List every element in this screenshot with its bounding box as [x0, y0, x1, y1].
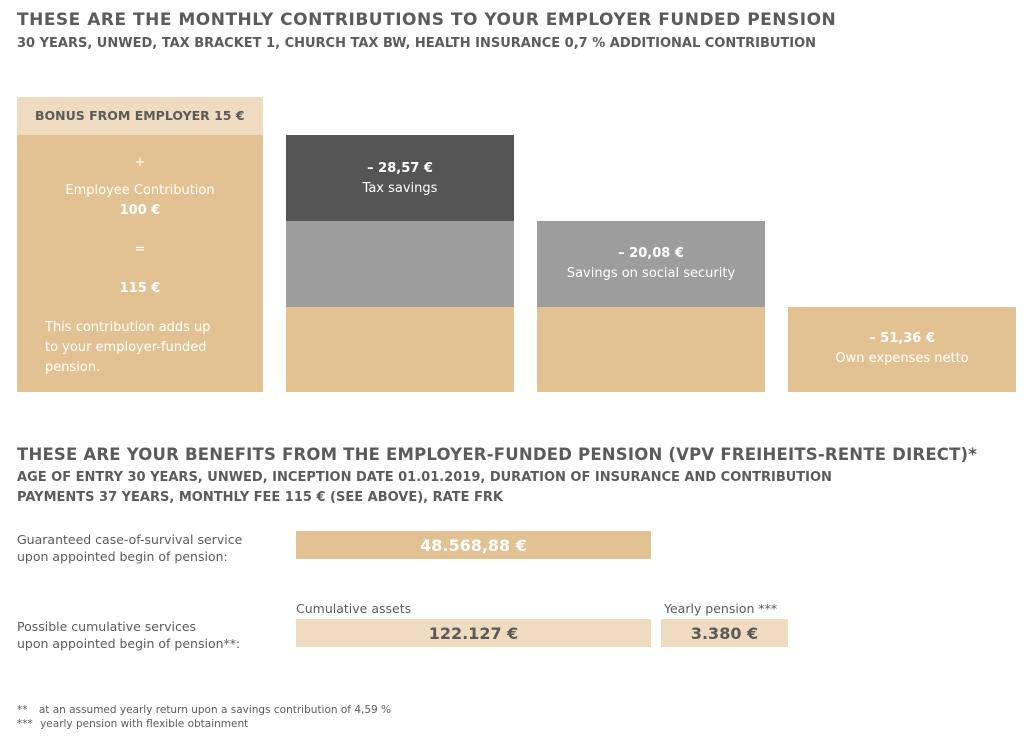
footnote-2-mark: ***	[17, 718, 33, 730]
description-line-3: pension.	[45, 360, 101, 375]
bar-tax-savings-segment: – 28,57 € Tax savings	[286, 135, 514, 221]
bar-social-security-segment: – 20,08 € Savings on social security	[537, 221, 765, 307]
benefits-title: THESE ARE YOUR BENEFITS FROM THE EMPLOYE…	[17, 445, 978, 464]
cumulative-assets-label: Cumulative assets	[296, 601, 412, 616]
description-line-1: This contribution adds up	[45, 320, 211, 335]
own-expenses-label: Own expenses netto	[835, 351, 969, 366]
contribution-description: This contribution adds up to your employ…	[45, 318, 210, 378]
social-security-label: Savings on social security	[566, 266, 736, 281]
footnote-1-text: at an assumed yearly return upon a savin…	[38, 704, 392, 716]
possible-label-line-1: Possible cumulative services	[17, 619, 197, 634]
footnote-1: ** at an assumed yearly return upon a sa…	[17, 704, 391, 716]
description-line-2: to your employer-funded	[45, 340, 207, 355]
possible-services-label: Possible cumulative services upon appoin…	[17, 618, 240, 652]
footnote-2: *** yearly pension with flexible obtainm…	[17, 718, 248, 730]
bar-own-expenses-segment: – 51,36 € Own expenses netto	[788, 307, 1016, 392]
bar-3-own-expenses-segment	[537, 307, 765, 392]
possible-label-line-2: upon appointed begin of pension**:	[17, 636, 241, 651]
chart-title: THESE ARE THE MONTHLY CONTRIBUTIONS TO Y…	[17, 10, 837, 30]
yearly-pension-value: 3.380 €	[661, 619, 788, 647]
guaranteed-service-label: Guaranteed case-of-survival service upon…	[17, 531, 242, 565]
bar-2-social-security-segment	[286, 221, 514, 307]
cumulative-assets-value: 122.127 €	[296, 619, 651, 647]
employee-contribution-label: Employee Contribution	[65, 183, 215, 198]
bar-employer-bonus-segment: BONUS FROM EMPLOYER 15 €	[17, 97, 263, 135]
chart-subtitle: 30 YEARS, UNWED, TAX BRACKET 1, CHURCH T…	[17, 36, 817, 51]
guaranteed-service-value: 48.568,88 €	[296, 531, 651, 559]
tax-savings-value: – 28,57 €	[367, 161, 433, 176]
own-expenses-value: – 51,36 €	[869, 331, 935, 346]
benefits-subtitle-line-2: PAYMENTS 37 YEARS, MONTHLY FEE 115 € (SE…	[17, 490, 503, 505]
bar-2-own-expenses-segment	[286, 307, 514, 392]
footnote-2-text: yearly pension with flexible obtainment	[40, 718, 249, 730]
bonus-label: BONUS FROM EMPLOYER 15 €	[35, 108, 245, 123]
footnote-1-mark: **	[17, 704, 28, 716]
social-security-value: – 20,08 €	[618, 246, 684, 261]
guaranteed-label-line-2: upon appointed begin of pension:	[17, 549, 228, 564]
tax-savings-label: Tax savings	[362, 181, 438, 196]
yearly-pension-label: Yearly pension ***	[664, 601, 778, 616]
benefits-subtitle-line-1: AGE OF ENTRY 30 YEARS, UNWED, INCEPTION …	[17, 470, 832, 485]
employee-contribution-value: 100 €	[119, 203, 161, 218]
plus-sign: +	[134, 155, 146, 170]
total-contribution-value: 115 €	[119, 281, 161, 296]
equals-sign: =	[134, 242, 146, 257]
bar-employee-contribution-segment: + Employee Contribution 100 € = 115 € Th…	[17, 135, 263, 392]
guaranteed-label-line-1: Guaranteed case-of-survival service	[17, 532, 243, 547]
